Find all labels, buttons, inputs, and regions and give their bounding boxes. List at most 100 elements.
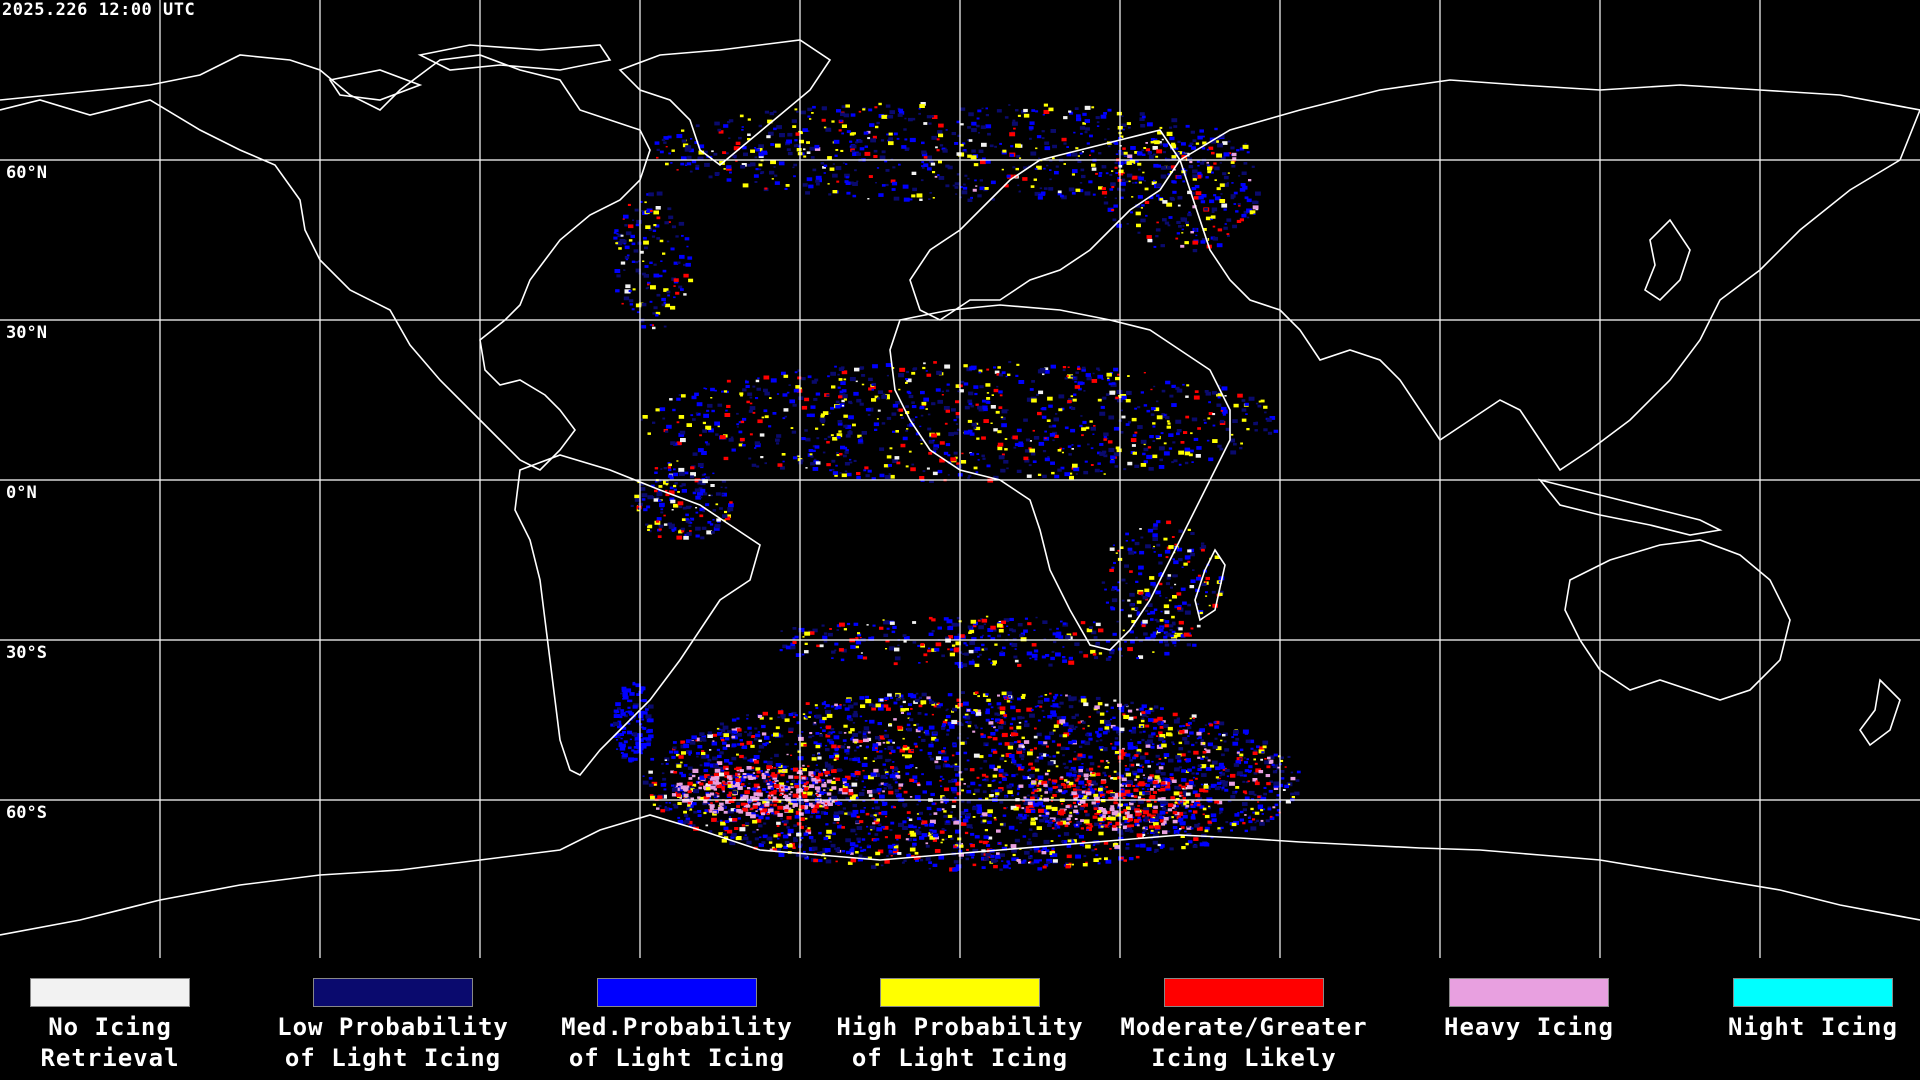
icing-pixel [775, 833, 781, 837]
icing-pixel [878, 102, 882, 106]
icing-pixel [876, 750, 879, 753]
icing-pixel [892, 770, 895, 772]
icing-pixel [1168, 447, 1173, 450]
icing-pixel [1291, 796, 1295, 799]
icing-pixel [1126, 843, 1130, 846]
icing-pixel [727, 777, 730, 780]
icing-pixel [827, 732, 831, 736]
icing-pixel [1237, 203, 1241, 206]
icing-pixel [921, 161, 925, 164]
icing-pixel [757, 715, 763, 718]
icing-pixel [1263, 792, 1267, 796]
icing-pixel [1164, 823, 1167, 825]
icing-pixel [1029, 121, 1035, 125]
icing-pixel [1001, 691, 1007, 696]
icing-pixel [1210, 218, 1213, 220]
icing-pixel [1088, 626, 1093, 630]
icing-pixel [680, 740, 686, 744]
icing-pixel [953, 860, 959, 864]
icing-pixel [1234, 813, 1240, 817]
icing-pixel [952, 819, 955, 822]
icing-pixel [1027, 776, 1032, 780]
icing-pixel [1133, 746, 1138, 750]
icing-pixel [777, 463, 783, 467]
icing-pixel [843, 724, 848, 728]
icing-pixel [888, 758, 892, 762]
icing-pixel [680, 438, 686, 443]
icing-pixel [937, 469, 943, 474]
icing-pixel [1192, 249, 1198, 253]
icing-pixel [811, 839, 816, 843]
icing-pixel [899, 111, 905, 115]
icing-pixel [1090, 447, 1094, 450]
icing-pixel [647, 495, 653, 500]
icing-pixel [782, 460, 785, 463]
icing-pixel [1041, 709, 1045, 712]
icing-pixel [1134, 159, 1139, 163]
icing-pixel [1225, 427, 1231, 431]
icing-pixel [1047, 715, 1052, 719]
icing-pixel [1042, 716, 1046, 718]
icing-pixel [911, 749, 914, 752]
icing-pixel [750, 162, 756, 167]
icing-pixel [874, 106, 878, 109]
icing-pixel [1001, 754, 1005, 757]
icing-pixel [936, 149, 940, 152]
icing-pixel [840, 381, 846, 385]
icing-pixel [985, 797, 989, 800]
icing-pixel [978, 158, 981, 160]
icing-pixel [909, 847, 916, 852]
icing-pixel [851, 782, 858, 787]
icing-pixel [850, 738, 854, 741]
icing-pixel [893, 132, 898, 136]
icing-pixel [924, 731, 930, 735]
icing-pixel [1100, 114, 1107, 119]
icing-pixel [909, 778, 915, 782]
icing-pixel [694, 392, 699, 396]
icing-pixel [932, 171, 936, 174]
icing-pixel [1188, 634, 1192, 637]
icing-pixel [1209, 723, 1214, 727]
icing-pixel [701, 451, 707, 455]
icing-pixel [801, 377, 806, 381]
icing-pixel [1084, 119, 1090, 123]
icing-pixel [821, 118, 826, 122]
icing-pixel [1135, 580, 1139, 583]
icing-pixel [1124, 765, 1127, 767]
icing-pixel [1016, 469, 1022, 473]
icing-pixel [813, 858, 819, 863]
icing-pixel [1239, 447, 1243, 450]
icing-pixel [943, 747, 946, 750]
icing-pixel [673, 771, 678, 774]
icing-pixel [925, 370, 928, 372]
icing-pixel [1085, 768, 1091, 772]
icing-pixel [815, 392, 821, 396]
icing-pixel [1082, 122, 1086, 125]
icing-pixel [660, 468, 663, 470]
icing-pixel [1017, 184, 1020, 187]
icing-pixel [1143, 777, 1147, 780]
icing-pixel [1189, 548, 1195, 553]
icing-pixel [883, 787, 887, 790]
icing-pixel [889, 447, 893, 450]
icing-pixel [836, 109, 841, 113]
icing-pixel [686, 423, 692, 427]
icing-pixel [1152, 840, 1158, 845]
icing-pixel [1200, 739, 1204, 742]
icing-pixel [1204, 814, 1210, 819]
icing-pixel [786, 391, 790, 394]
icing-pixel [1046, 861, 1051, 864]
icing-pixel [681, 820, 687, 825]
icing-pixel [850, 828, 856, 833]
icing-pixel [796, 148, 802, 152]
icing-pixel [915, 432, 920, 436]
icing-pixel [1242, 729, 1249, 734]
icing-pixel [1252, 811, 1255, 814]
icing-pixel [1026, 770, 1030, 772]
icing-pixel [840, 658, 845, 662]
icing-pixel [1126, 827, 1133, 832]
icing-pixel [1053, 417, 1059, 422]
icing-pixel [667, 207, 672, 211]
icing-pixel [635, 268, 641, 273]
icing-pixel [836, 768, 842, 772]
